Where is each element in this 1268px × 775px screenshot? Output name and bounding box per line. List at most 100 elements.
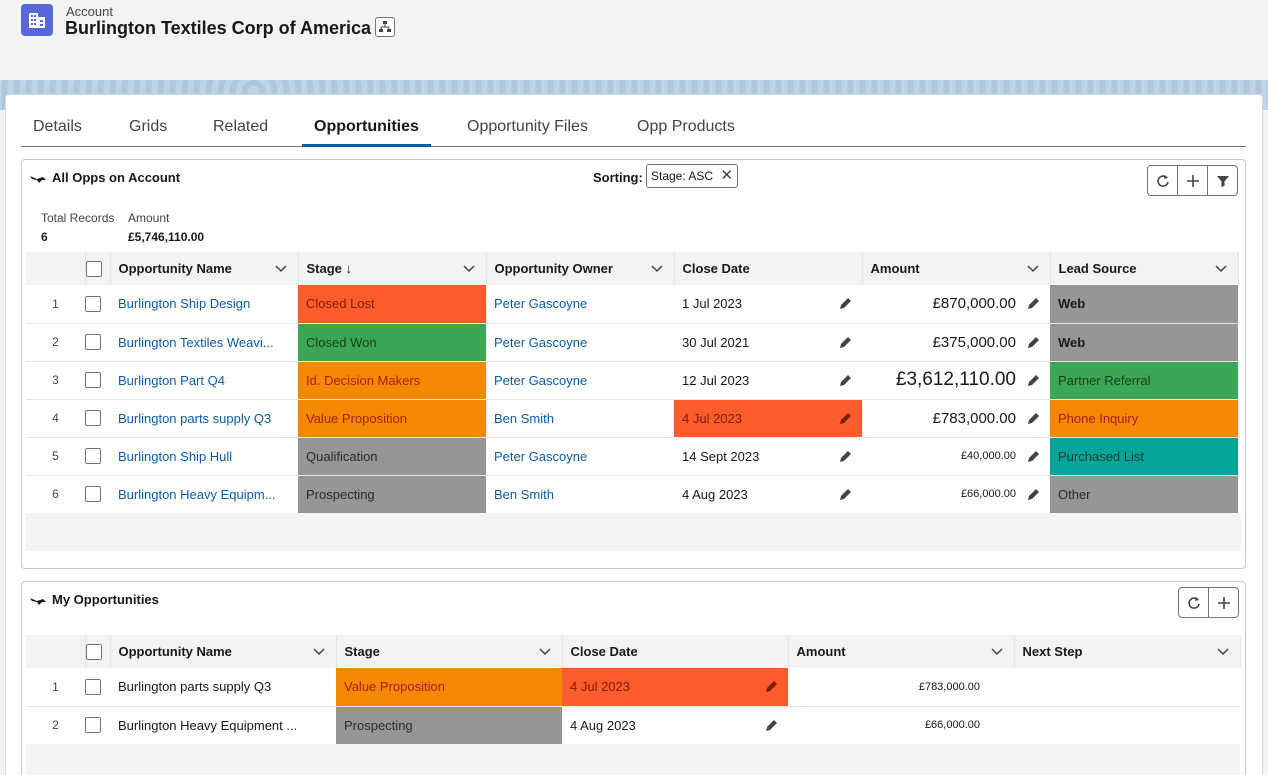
row-checkbox[interactable] <box>85 323 110 362</box>
lead-source-cell[interactable]: Web <box>1050 285 1238 324</box>
col-amount[interactable]: Amount <box>862 252 1051 285</box>
record-name: Burlington Textiles Corp of America <box>65 18 372 38</box>
opportunity-name-link[interactable]: Burlington parts supply Q3 <box>110 399 298 438</box>
opportunity-name-cell[interactable]: Burlington Heavy Equipment ... <box>110 706 336 745</box>
close-date-cell[interactable]: 1 Jul 2023 <box>674 285 862 324</box>
grid-icon <box>30 597 46 605</box>
grid-icon <box>30 175 46 183</box>
chevron-down-icon <box>274 265 287 273</box>
lead-source-cell[interactable]: Purchased List <box>1050 437 1238 476</box>
row-checkbox[interactable] <box>85 361 110 400</box>
stage-cell[interactable]: Id. Decision Makers <box>298 361 486 400</box>
opportunity-name-link[interactable]: Burlington Ship Design <box>110 285 298 324</box>
stage-cell[interactable]: Qualification <box>298 437 486 476</box>
owner-link[interactable]: Ben Smith <box>486 399 674 438</box>
opportunity-name-link[interactable]: Burlington Ship Hull <box>110 437 298 476</box>
col-lead-source[interactable]: Lead Source <box>1050 252 1239 285</box>
row-checkbox[interactable] <box>85 668 110 707</box>
chevron-down-icon <box>650 265 663 273</box>
close-date-cell[interactable]: 4 Jul 2023 <box>674 399 862 438</box>
col-close-date[interactable]: Close Date <box>562 635 789 668</box>
close-date-cell[interactable]: 4 Aug 2023 <box>674 475 862 514</box>
amount-cell[interactable]: £66,000.00 <box>862 475 1050 514</box>
col-opportunity-name[interactable]: Opportunity Name <box>110 635 337 668</box>
close-date-cell[interactable]: 30 Jul 2021 <box>674 323 862 362</box>
col-next-step[interactable]: Next Step <box>1014 635 1241 668</box>
next-step-cell[interactable] <box>1014 668 1240 707</box>
amount-cell[interactable]: £783,000.00 <box>788 668 1014 707</box>
amount-cell[interactable]: £3,612,110.00 <box>862 361 1050 400</box>
opportunity-name-link[interactable]: Burlington Textiles Weavi... <box>110 323 298 362</box>
account-icon <box>21 4 53 36</box>
remove-sort-icon[interactable]: ✕ <box>720 167 734 184</box>
select-all-checkbox[interactable] <box>85 635 111 668</box>
pencil-icon <box>1028 450 1039 462</box>
next-step-cell[interactable] <box>1014 706 1240 745</box>
close-date-cell[interactable]: 12 Jul 2023 <box>674 361 862 400</box>
owner-link[interactable]: Peter Gascoyne <box>486 361 674 400</box>
stage-cell[interactable]: Value Proposition <box>298 399 486 438</box>
close-date-cell[interactable]: 4 Jul 2023 <box>562 668 788 707</box>
sorting-label: Sorting: <box>593 170 643 185</box>
opportunity-name-cell[interactable]: Burlington parts supply Q3 <box>110 668 336 707</box>
hierarchy-button[interactable] <box>375 17 395 37</box>
row-number: 2 <box>26 323 85 362</box>
stage-cell[interactable]: Prospecting <box>298 475 486 514</box>
amount-cell[interactable]: £783,000.00 <box>862 399 1050 438</box>
add-button[interactable] <box>1208 587 1239 618</box>
close-date-cell[interactable]: 4 Aug 2023 <box>562 706 788 745</box>
all-opps-table: Opportunity Name Stage ↓ Opportunity Own… <box>26 252 1239 514</box>
add-icon <box>1217 596 1230 609</box>
lead-source-cell[interactable]: Phone Inquiry <box>1050 399 1238 438</box>
col-stage[interactable]: Stage <box>336 635 563 668</box>
amount-cell[interactable]: £870,000.00 <box>862 285 1050 324</box>
tab-opportunity-files[interactable]: Opportunity Files <box>467 118 588 135</box>
tab-details[interactable]: Details <box>33 118 82 135</box>
chevron-down-icon <box>462 265 475 273</box>
close-date-cell[interactable]: 14 Sept 2023 <box>674 437 862 476</box>
amount-cell[interactable]: £66,000.00 <box>788 706 1014 745</box>
lead-source-cell[interactable]: Other <box>1050 475 1238 514</box>
stage-cell[interactable]: Closed Won <box>298 323 486 362</box>
amount-cell[interactable]: £375,000.00 <box>862 323 1050 362</box>
hierarchy-icon <box>379 21 391 32</box>
refresh-button[interactable] <box>1147 165 1178 196</box>
lead-source-cell[interactable]: Web <box>1050 323 1238 362</box>
tab-opportunities[interactable]: Opportunities <box>302 108 431 147</box>
table-row: 2 Burlington Heavy Equipment ... Prospec… <box>26 706 1240 745</box>
table-row: 6 Burlington Heavy Equipm... Prospecting… <box>26 475 1238 514</box>
row-checkbox[interactable] <box>85 475 110 514</box>
tab-related[interactable]: Related <box>213 118 269 135</box>
stage-cell[interactable]: Closed Lost <box>298 285 486 324</box>
filter-button[interactable] <box>1207 165 1238 196</box>
col-opportunity-owner[interactable]: Opportunity Owner <box>486 252 675 285</box>
lead-source-cell[interactable]: Partner Referral <box>1050 361 1238 400</box>
owner-link[interactable]: Peter Gascoyne <box>486 437 674 476</box>
row-checkbox[interactable] <box>85 437 110 476</box>
col-amount[interactable]: Amount <box>788 635 1015 668</box>
pencil-icon <box>840 412 851 424</box>
tab-grids[interactable]: Grids <box>129 118 168 135</box>
owner-link[interactable]: Ben Smith <box>486 475 674 514</box>
refresh-button[interactable] <box>1178 587 1209 618</box>
sort-pill[interactable]: Stage: ASC ✕ <box>646 164 739 188</box>
stage-cell[interactable]: Prospecting <box>336 706 562 745</box>
table-header-row: Opportunity Name Stage ↓ Opportunity Own… <box>26 252 1239 285</box>
row-checkbox[interactable] <box>85 706 110 745</box>
opportunity-name-link[interactable]: Burlington Heavy Equipm... <box>110 475 298 514</box>
row-checkbox[interactable] <box>85 399 110 438</box>
owner-link[interactable]: Peter Gascoyne <box>486 285 674 324</box>
row-checkbox[interactable] <box>85 285 110 324</box>
owner-link[interactable]: Peter Gascoyne <box>486 323 674 362</box>
row-number: 2 <box>26 706 85 745</box>
opportunity-name-link[interactable]: Burlington Part Q4 <box>110 361 298 400</box>
add-button[interactable] <box>1177 165 1208 196</box>
stage-cell[interactable]: Value Proposition <box>336 668 562 707</box>
pencil-icon <box>840 374 851 386</box>
amount-cell[interactable]: £40,000.00 <box>862 437 1050 476</box>
col-opportunity-name[interactable]: Opportunity Name <box>110 252 299 285</box>
tab-opp-products[interactable]: Opp Products <box>637 118 735 135</box>
col-stage[interactable]: Stage ↓ <box>298 252 487 285</box>
col-close-date[interactable]: Close Date <box>674 252 863 285</box>
select-all-checkbox[interactable] <box>85 252 111 285</box>
